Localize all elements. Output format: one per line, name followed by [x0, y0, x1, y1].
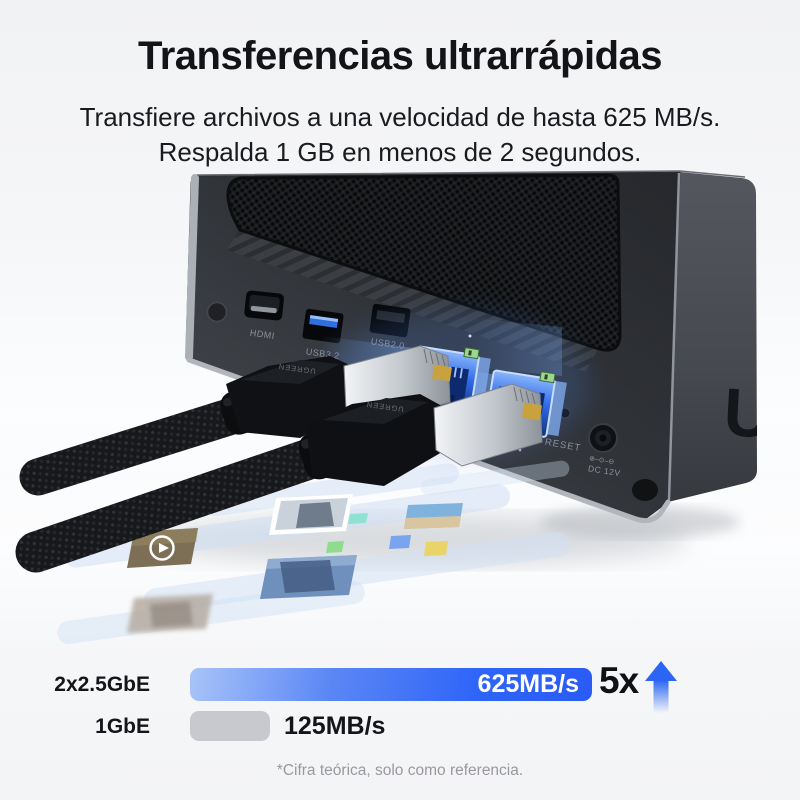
bottom-silver-trim — [186, 357, 671, 524]
bar-slow — [190, 711, 270, 741]
usb32-port — [302, 308, 344, 344]
file-chip-green — [326, 541, 344, 553]
photo-thumbnail-person-blue — [260, 555, 357, 599]
ethernet-cable-2: UGREEN — [15, 383, 543, 573]
hdmi-label: HDMI — [249, 328, 275, 341]
bar-slow-value: 125MB/s — [284, 712, 386, 740]
arrow-up-icon — [645, 661, 677, 713]
cable-2-rj45-plug — [433, 383, 543, 467]
file-chip-yellow — [424, 541, 448, 556]
left-silver-trim — [185, 174, 199, 361]
bar-fast-value: 625MB/s — [477, 670, 579, 698]
subtitle-line-1: Transfiere archivos a una velocidad de h… — [79, 102, 721, 132]
multiplier-label: 5x — [599, 660, 639, 701]
bar-category-fast: 2x2.5GbE — [54, 673, 150, 696]
bar-fast: 625MB/s — [190, 668, 592, 701]
edge-divider-trim — [667, 172, 681, 501]
corner-button — [206, 301, 228, 323]
page-title: Transferencias ultrarrápidas — [137, 34, 663, 78]
brand-letter: U — [722, 374, 775, 452]
photo-thumbnail-blurred — [127, 594, 213, 633]
play-icon — [149, 535, 175, 561]
dc-polarity-mark: ⊕–⊙–⊖ — [589, 455, 615, 466]
device-right-face — [668, 172, 757, 502]
product-photo-nas-with-ethernet-cables: U HDMI USB3.2 USB2.0 USB2.0 — [0, 170, 800, 645]
subtitle-line-2: Respalda 1 GB en menos de 2 segundos. — [158, 137, 642, 167]
hdmi-port — [244, 290, 284, 321]
corner-foot — [632, 479, 658, 501]
top-edge-highlight — [196, 170, 746, 178]
photo-thumbnail-beach — [404, 503, 463, 529]
file-chip-cyan — [348, 513, 368, 524]
dc-power-jack — [588, 423, 618, 453]
page-subtitle: Transfiere archivos a una velocidad de h… — [0, 100, 800, 170]
bar-category-slow: 1GbE — [95, 715, 150, 738]
footnote: *Cifra teórica, solo como referencia. — [276, 762, 524, 779]
photo-stream — [57, 460, 571, 645]
mesh-grille — [226, 173, 622, 352]
photo-thumbnail-person — [269, 494, 353, 535]
file-chip-blue — [389, 535, 411, 549]
